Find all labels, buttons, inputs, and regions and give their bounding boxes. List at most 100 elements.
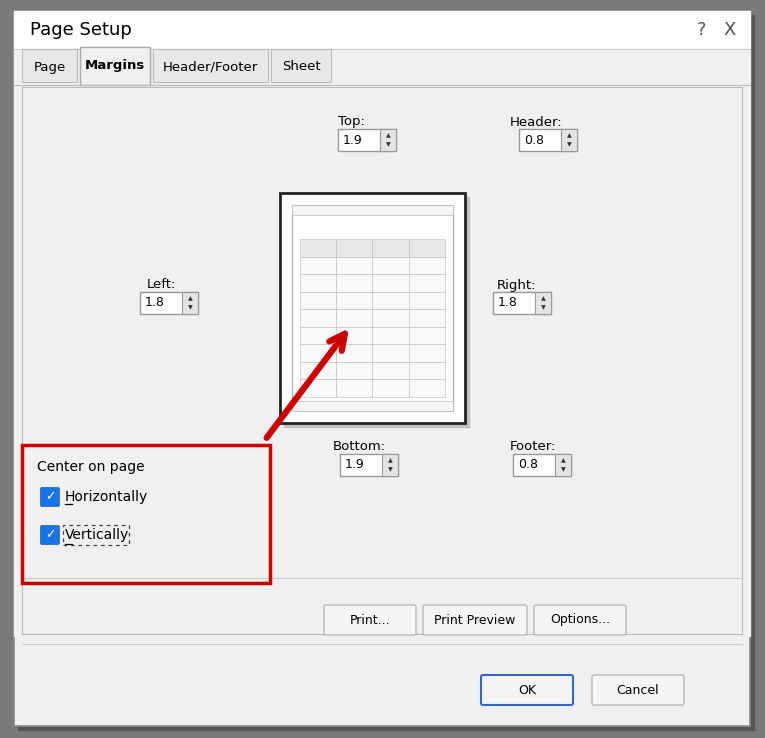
Text: Print...: Print...: [350, 613, 390, 627]
Bar: [182, 292, 198, 314]
Bar: [300, 362, 337, 379]
Text: ✓: ✓: [44, 491, 55, 503]
Bar: [340, 454, 398, 476]
Bar: [338, 129, 396, 151]
Text: 1.9: 1.9: [343, 134, 363, 147]
Bar: [300, 345, 337, 362]
Bar: [373, 309, 409, 327]
Bar: [14, 49, 750, 85]
Bar: [373, 379, 409, 397]
Bar: [409, 327, 445, 345]
FancyBboxPatch shape: [592, 675, 684, 705]
Text: Cancel: Cancel: [617, 683, 659, 697]
Bar: [337, 274, 373, 292]
Text: ▼: ▼: [561, 467, 565, 472]
Bar: [300, 239, 337, 257]
Bar: [337, 309, 373, 327]
Text: Page Setup: Page Setup: [30, 21, 132, 39]
Text: ▼: ▼: [386, 142, 390, 147]
Bar: [300, 274, 337, 292]
Bar: [300, 309, 337, 327]
Bar: [300, 257, 337, 274]
Bar: [535, 292, 551, 314]
Bar: [373, 239, 409, 257]
Bar: [409, 362, 445, 379]
Bar: [271, 49, 331, 82]
Bar: [337, 327, 373, 345]
Bar: [409, 239, 445, 257]
Text: 0.8: 0.8: [524, 134, 544, 147]
Text: ▲: ▲: [561, 458, 565, 463]
Bar: [300, 292, 337, 309]
Text: ▼: ▼: [541, 305, 545, 310]
Bar: [337, 292, 373, 309]
Bar: [80, 47, 150, 85]
Bar: [337, 345, 373, 362]
FancyBboxPatch shape: [423, 605, 527, 635]
Bar: [382, 454, 398, 476]
FancyBboxPatch shape: [324, 605, 416, 635]
Bar: [292, 205, 453, 411]
Text: Horizontally: Horizontally: [65, 490, 148, 504]
Text: Left:: Left:: [147, 278, 177, 292]
Bar: [22, 49, 77, 82]
Text: Right:: Right:: [497, 278, 536, 292]
Bar: [373, 257, 409, 274]
Text: ▲: ▲: [388, 458, 392, 463]
Text: X: X: [724, 21, 736, 39]
Bar: [409, 345, 445, 362]
Bar: [373, 292, 409, 309]
Bar: [373, 274, 409, 292]
Bar: [373, 345, 409, 362]
FancyBboxPatch shape: [481, 675, 573, 705]
Text: Print Preview: Print Preview: [435, 613, 516, 627]
Text: Sheet: Sheet: [282, 61, 321, 74]
Text: 1.8: 1.8: [145, 297, 165, 309]
Bar: [535, 292, 551, 314]
Bar: [153, 49, 268, 82]
Text: ▲: ▲: [386, 133, 390, 138]
Bar: [63, 525, 129, 545]
Text: ▲: ▲: [541, 296, 545, 301]
Bar: [337, 257, 373, 274]
Bar: [300, 379, 337, 397]
Text: Header:: Header:: [510, 116, 562, 128]
FancyBboxPatch shape: [41, 488, 60, 506]
Text: ▼: ▼: [187, 305, 192, 310]
Text: ✓: ✓: [44, 528, 55, 542]
Text: 0.8: 0.8: [518, 458, 538, 472]
Bar: [292, 205, 453, 215]
Bar: [409, 257, 445, 274]
Bar: [373, 327, 409, 345]
Text: 1.8: 1.8: [498, 297, 518, 309]
Bar: [380, 129, 396, 151]
Bar: [409, 274, 445, 292]
Text: ▼: ▼: [567, 142, 571, 147]
Bar: [555, 454, 571, 476]
Bar: [555, 454, 571, 476]
Text: Footer:: Footer:: [510, 441, 556, 453]
Bar: [337, 362, 373, 379]
Text: ▼: ▼: [388, 467, 392, 472]
Text: Options...: Options...: [550, 613, 610, 627]
Bar: [14, 11, 750, 49]
Bar: [519, 129, 577, 151]
Bar: [337, 379, 373, 397]
Text: Margins: Margins: [85, 60, 145, 72]
Bar: [561, 129, 577, 151]
FancyBboxPatch shape: [534, 605, 626, 635]
Bar: [182, 292, 198, 314]
Text: ▲: ▲: [187, 296, 192, 301]
Bar: [280, 193, 465, 423]
Text: Center on page: Center on page: [37, 460, 145, 474]
Bar: [561, 129, 577, 151]
Text: Top:: Top:: [338, 116, 365, 128]
Bar: [337, 239, 373, 257]
Bar: [14, 85, 750, 636]
Text: Page: Page: [34, 61, 66, 74]
Bar: [22, 445, 270, 583]
Bar: [409, 379, 445, 397]
Bar: [140, 292, 198, 314]
Bar: [382, 454, 398, 476]
Text: 1.9: 1.9: [345, 458, 365, 472]
